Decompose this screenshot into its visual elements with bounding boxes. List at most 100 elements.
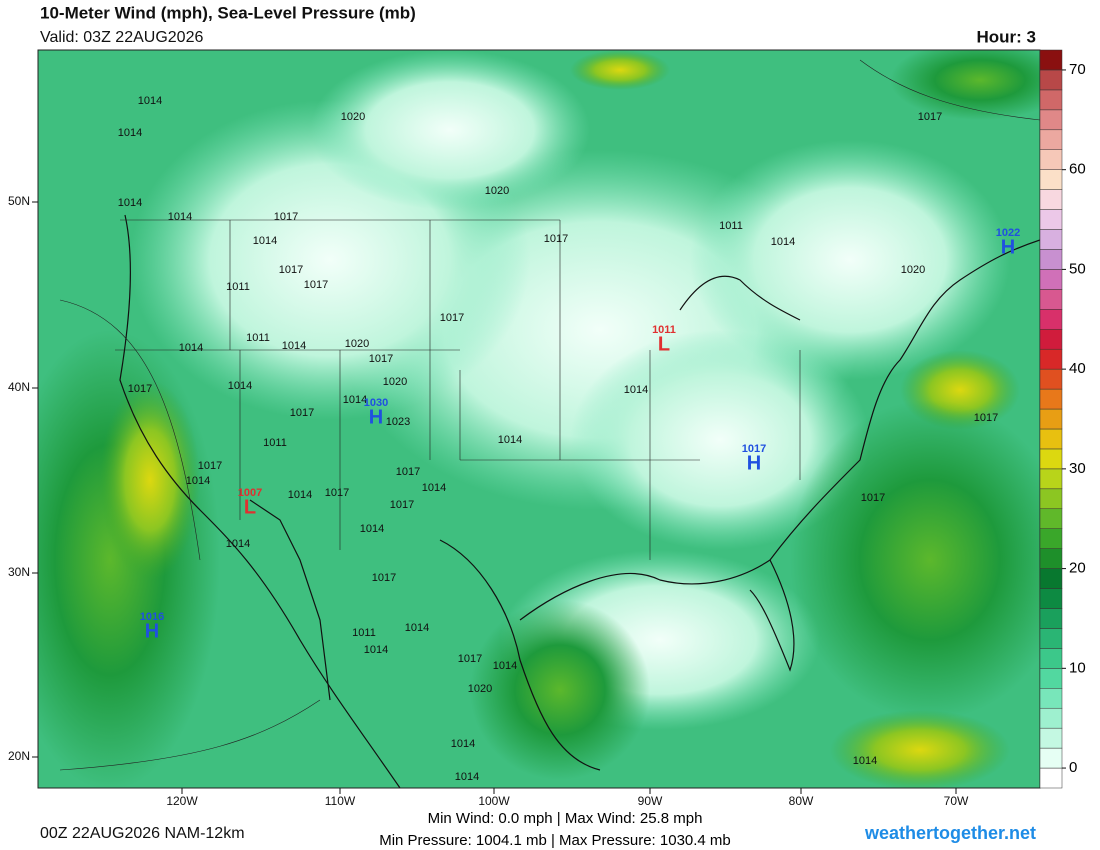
colorbar-segment <box>1039 249 1063 270</box>
colorbar-label: 60 <box>1069 161 1086 178</box>
colorbar-segment <box>1039 568 1063 589</box>
colorbar-segment <box>1039 209 1063 230</box>
colorbar-segment <box>1039 688 1063 709</box>
isobar-label: 1014 <box>493 660 517 672</box>
center-letter: H <box>145 620 159 642</box>
center-letter: L <box>244 496 256 518</box>
title: 10-Meter Wind (mph), Sea-Level Pressure … <box>40 3 416 22</box>
colorbar-segment <box>1039 408 1063 430</box>
isobar-label: 1014 <box>118 197 142 209</box>
colorbar-label: 10 <box>1069 659 1086 676</box>
colorbar-label: 50 <box>1069 260 1086 277</box>
isobar-label: 1017 <box>325 487 349 499</box>
isobar-label: 1014 <box>455 771 479 783</box>
colorbar-label: 40 <box>1069 360 1086 377</box>
isobar-label: 1017 <box>372 572 396 584</box>
isobar-label: 1017 <box>128 383 152 395</box>
isobar-label: 1011 <box>352 627 376 639</box>
isobar-label: 1017 <box>440 312 464 324</box>
colorbar-segment <box>1039 109 1063 131</box>
colorbar-label: 70 <box>1069 61 1086 78</box>
colorbar-segment <box>1039 548 1063 569</box>
isobar-label: 1017 <box>279 264 303 276</box>
colorbar-segment <box>1039 69 1063 91</box>
isobar-label: 1020 <box>901 264 925 276</box>
isobar-label: 1014 <box>168 211 192 223</box>
center-letter: H <box>369 406 383 428</box>
isobar-label: 1011 <box>246 332 270 344</box>
lon-label: 110W <box>325 794 356 808</box>
lon-label: 100W <box>478 794 510 808</box>
isobar-label: 1014 <box>364 644 388 656</box>
isobar-label: 1014 <box>771 236 795 248</box>
valid-time: Valid: 03Z 22AUG2026 <box>40 29 203 46</box>
lon-label: 90W <box>638 794 663 808</box>
isobar-label: 1011 <box>226 281 250 293</box>
isobar-label: 1020 <box>345 338 369 350</box>
colorbar-segment <box>1039 89 1063 111</box>
isobar-label: 1017 <box>369 353 393 365</box>
lon-label: 120W <box>166 794 198 808</box>
colorbar-segment <box>1039 747 1063 769</box>
isobar-label: 1014 <box>343 394 367 406</box>
pressure-stats: Min Pressure: 1004.1 mb | Max Pressure: … <box>379 832 731 849</box>
colorbar-segment <box>1039 388 1063 410</box>
colorbar-segment <box>1039 528 1063 549</box>
lat-label: 40N <box>8 380 30 394</box>
center-letter: H <box>747 452 761 474</box>
isobar-label: 1014 <box>179 342 203 354</box>
colorbar-segment <box>1039 608 1063 629</box>
model-run: 00Z 22AUG2026 NAM-12km <box>40 825 245 842</box>
isobar-label: 1017 <box>918 111 942 123</box>
isobar-label: 1014 <box>405 622 429 634</box>
isobar-label: 1014 <box>228 380 252 392</box>
center-value: 1022 <box>996 227 1020 239</box>
isobar-label: 1023 <box>386 416 410 428</box>
isobar-label: 1011 <box>719 220 743 232</box>
colorbar-segment <box>1039 428 1063 450</box>
map-field <box>38 50 1040 788</box>
isobar-label: 1014 <box>253 235 277 247</box>
colorbar-segment <box>1039 368 1063 390</box>
center-value: 1007 <box>238 487 262 499</box>
isobar-label: 1014 <box>360 523 384 535</box>
isobar-label: 1020 <box>485 185 509 197</box>
colorbar-label: 20 <box>1069 560 1086 577</box>
colorbar-segment <box>1039 129 1063 150</box>
colorbar-segment <box>1039 648 1063 669</box>
isobar-label: 1014 <box>853 755 877 767</box>
isobar-label: 1014 <box>422 482 446 494</box>
lat-label: 30N <box>8 565 30 579</box>
colorbar-segment <box>1039 189 1063 210</box>
isobar-label: 1014 <box>282 340 306 352</box>
lon-label: 80W <box>789 794 814 808</box>
isobar-label: 1017 <box>396 466 420 478</box>
colorbar-segment <box>1039 328 1063 350</box>
isobar-label: 1017 <box>304 279 328 291</box>
colorbar-segment <box>1039 628 1063 649</box>
isobar-label: 1020 <box>341 111 365 123</box>
isobar-label: 1014 <box>288 489 312 501</box>
isobar-label: 1017 <box>544 233 568 245</box>
isobar-label: 1017 <box>274 211 298 223</box>
colorbar-segment <box>1039 508 1063 529</box>
isobar-label: 1014 <box>451 738 475 750</box>
isobar-label: 1014 <box>186 475 210 487</box>
isobar-label: 1017 <box>458 653 482 665</box>
colorbar-label: 0 <box>1069 759 1077 776</box>
isobar-label: 1014 <box>226 538 250 550</box>
isobar-label: 1014 <box>118 127 142 139</box>
site-link[interactable]: weathertogether.net <box>864 823 1036 843</box>
isobar-label: 1014 <box>138 95 162 107</box>
colorbar-segment <box>1039 49 1063 71</box>
colorbar-segment <box>1039 488 1063 510</box>
colorbar-segment <box>1039 169 1063 190</box>
isobar-label: 1017 <box>974 412 998 424</box>
colorbar-label: 30 <box>1069 460 1086 477</box>
center-letter: L <box>658 333 670 355</box>
colorbar-segment <box>1039 289 1063 310</box>
isobar-label: 1017 <box>861 492 885 504</box>
colorbar-segment <box>1039 668 1063 689</box>
